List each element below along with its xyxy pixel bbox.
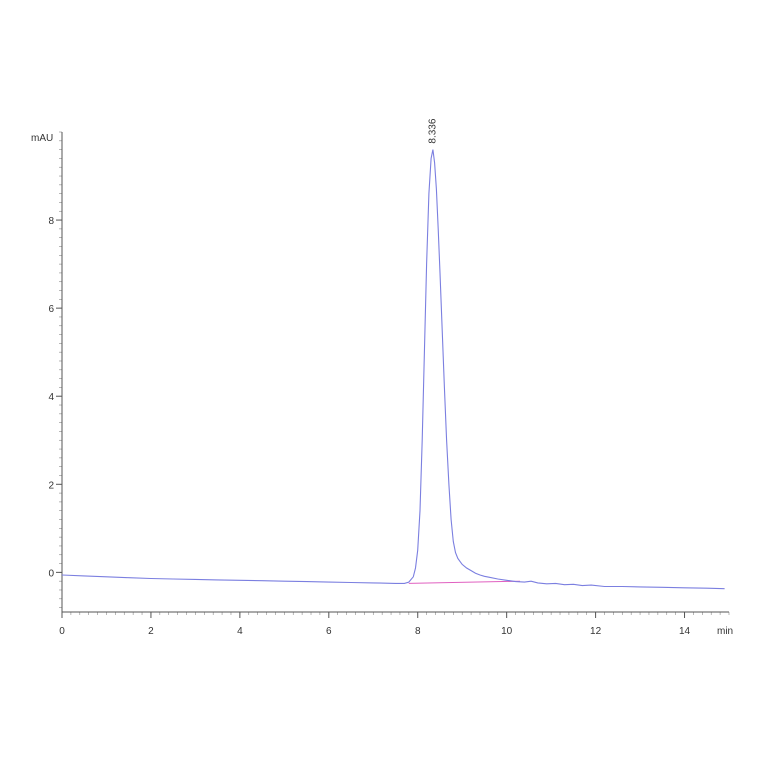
y-tick-label: 8 — [48, 216, 54, 227]
x-unit-label: min — [717, 626, 733, 637]
minor-ticks — [59, 131, 730, 615]
y-ticks: 0 2 4 6 8 — [48, 216, 62, 579]
x-tick-label: 10 — [501, 626, 513, 637]
peak-label: 8.336 — [428, 118, 439, 143]
x-tick-label: 0 — [59, 626, 65, 637]
x-tick-label: 8 — [415, 626, 421, 637]
signal-trace — [61, 149, 725, 590]
x-ticks: 0 2 4 6 8 10 12 14 — [59, 612, 691, 637]
y-tick-label: 2 — [48, 480, 54, 491]
x-tick-label: 4 — [237, 626, 243, 637]
y-unit-label: mAU — [31, 133, 53, 144]
x-tick-label: 6 — [326, 626, 332, 637]
y-tick-label: 4 — [48, 392, 54, 403]
baseline-segment — [408, 580, 521, 584]
y-tick-label: 6 — [48, 304, 54, 315]
x-tick-label: 14 — [679, 626, 691, 637]
y-tick-label: 0 — [48, 568, 54, 579]
x-tick-label: 2 — [148, 626, 154, 637]
x-tick-label: 12 — [590, 626, 602, 637]
